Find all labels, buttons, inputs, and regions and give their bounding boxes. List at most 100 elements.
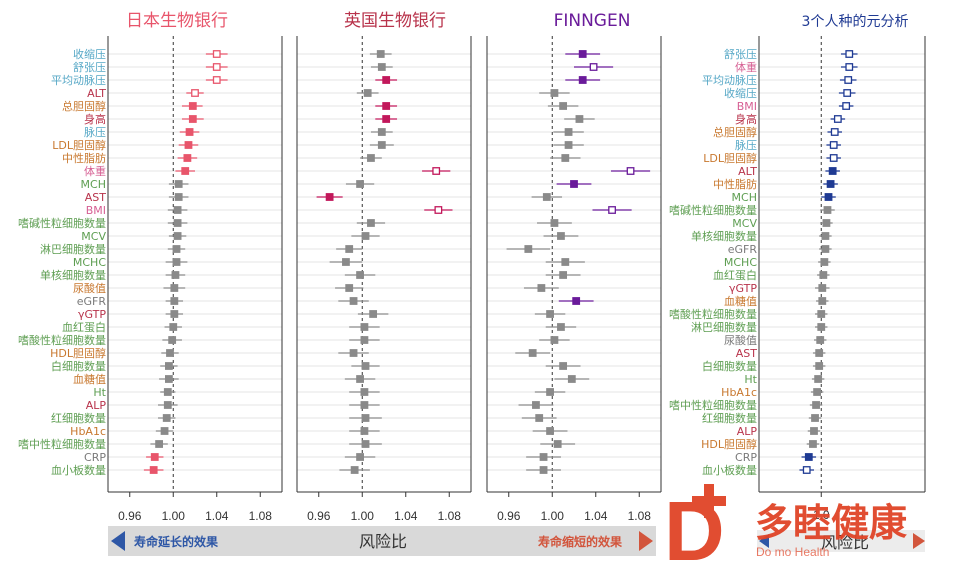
hr-marker bbox=[550, 89, 559, 97]
hr-marker bbox=[360, 427, 369, 435]
footer-center-text: 风险比 bbox=[359, 532, 407, 551]
row-label: 平均动脉压 bbox=[702, 73, 757, 87]
row-label: 舒张压 bbox=[724, 47, 757, 61]
row-label: 嗜酸性粒细胞数量 bbox=[669, 307, 757, 321]
hr-marker bbox=[356, 375, 364, 383]
row-label: 嗜碱性粒细胞数量 bbox=[669, 203, 757, 217]
hr-marker bbox=[830, 128, 839, 136]
hr-marker bbox=[191, 89, 199, 97]
hr-marker bbox=[356, 453, 364, 461]
hr-marker bbox=[170, 297, 179, 305]
row-label: 血小板数量 bbox=[51, 463, 106, 477]
hr-marker bbox=[174, 180, 183, 188]
hr-marker bbox=[824, 193, 833, 201]
hr-marker bbox=[360, 336, 369, 344]
logo-brand-text: 多睦健康 bbox=[755, 501, 907, 545]
hr-marker bbox=[524, 245, 533, 253]
footer-center-text-2: 风险比 bbox=[821, 533, 869, 552]
footer-right-text: 寿命缩短的效果 bbox=[538, 534, 622, 549]
hr-marker bbox=[528, 349, 537, 357]
row-label: 总胆固醇 bbox=[713, 125, 757, 139]
hr-marker bbox=[816, 336, 825, 344]
hr-marker bbox=[171, 271, 180, 279]
hr-marker bbox=[367, 154, 375, 162]
hr-marker bbox=[183, 154, 192, 162]
row-label: 红细胞数量 bbox=[51, 412, 106, 425]
hr-marker bbox=[356, 180, 364, 188]
hr-marker bbox=[844, 76, 853, 84]
row-label: LDL胆固醇 bbox=[703, 151, 757, 165]
row-label: MCHC bbox=[724, 256, 757, 269]
hr-marker bbox=[377, 128, 386, 136]
row-label: 总胆固醇 bbox=[62, 99, 106, 113]
logo-plus-horizontal bbox=[692, 496, 726, 506]
row-label: MCHC bbox=[73, 256, 106, 269]
panel-title: 3个人种的元分析 bbox=[802, 14, 909, 30]
hr-marker bbox=[350, 466, 359, 474]
row-label: ALT bbox=[87, 87, 106, 100]
hr-marker bbox=[173, 206, 182, 214]
x-tick-label: 1.00 bbox=[541, 509, 565, 523]
hr-marker bbox=[360, 401, 369, 409]
forest-panel-3: FINNGEN 0.96 1.00 1.04 1.08 bbox=[486, 11, 662, 523]
hr-marker bbox=[361, 232, 370, 240]
hr-marker bbox=[160, 427, 169, 435]
forest-panel-4: 3个人种的元分析 1.0 舒张压体重平均动脉压收缩压BMI身高总胆固醇脉压LDL胆固… bbox=[669, 14, 926, 522]
hr-marker bbox=[557, 232, 565, 240]
row-label: eGFR bbox=[728, 243, 758, 256]
row-label: 收缩压 bbox=[724, 86, 757, 100]
x-tick-label: 0.96 bbox=[497, 509, 521, 523]
row-label: 血红蛋白 bbox=[713, 268, 757, 282]
panel-title: 日本生物银行 bbox=[126, 11, 228, 31]
hr-marker bbox=[546, 427, 554, 435]
row-label: 单核细胞数量 bbox=[691, 229, 757, 243]
row-label: CRP bbox=[84, 451, 106, 464]
hr-marker bbox=[377, 63, 386, 71]
hr-marker bbox=[802, 466, 811, 474]
row-label: HDL胆固醇 bbox=[701, 437, 757, 451]
row-label: 脉压 bbox=[735, 138, 757, 152]
hr-marker bbox=[356, 271, 364, 279]
hr-marker bbox=[172, 258, 181, 266]
hr-marker bbox=[550, 336, 559, 344]
hr-marker bbox=[155, 440, 164, 448]
hr-marker bbox=[212, 63, 221, 71]
row-label: γGTP bbox=[729, 282, 757, 295]
x-tick-label: 1.0 bbox=[813, 508, 830, 522]
hr-marker bbox=[349, 349, 358, 357]
forest-panel-1: 日本生物银行 0.96 1.00 1.04 1.08 收缩压舒张压平均动脉压ALT总胆固醇… bbox=[18, 11, 283, 523]
hr-marker bbox=[188, 102, 197, 110]
row-label: ALP bbox=[86, 399, 107, 412]
row-label: γGTP bbox=[78, 308, 106, 321]
x-tick-label: 1.08 bbox=[628, 509, 652, 523]
row-label: 血小板数量 bbox=[702, 463, 757, 477]
row-label: Ht bbox=[744, 373, 757, 386]
left-arrow-icon bbox=[111, 531, 125, 551]
hr-marker bbox=[829, 141, 838, 149]
hr-marker bbox=[377, 141, 386, 149]
hr-marker bbox=[164, 375, 173, 383]
row-label: CRP bbox=[735, 451, 757, 464]
hr-marker bbox=[843, 89, 852, 97]
footer-background bbox=[108, 526, 656, 556]
hr-marker bbox=[553, 440, 562, 448]
hr-marker bbox=[809, 440, 817, 448]
hr-marker bbox=[804, 453, 813, 461]
hr-marker bbox=[212, 76, 221, 84]
row-label: BMI bbox=[737, 100, 757, 113]
hr-marker bbox=[820, 258, 829, 266]
row-label: 淋巴细胞数量 bbox=[691, 321, 757, 334]
hr-marker bbox=[345, 284, 354, 292]
hr-marker bbox=[174, 193, 183, 201]
hr-marker bbox=[561, 154, 570, 162]
row-label: MCH bbox=[732, 191, 757, 204]
hr-marker bbox=[532, 401, 540, 409]
hr-marker bbox=[833, 115, 842, 123]
row-label: AST bbox=[736, 347, 758, 360]
hr-marker bbox=[813, 388, 821, 396]
panel-title: FINNGEN bbox=[554, 11, 631, 31]
hr-marker bbox=[188, 115, 197, 123]
row-label: AST bbox=[85, 191, 107, 204]
hr-marker bbox=[170, 310, 179, 318]
hr-marker bbox=[815, 349, 824, 357]
